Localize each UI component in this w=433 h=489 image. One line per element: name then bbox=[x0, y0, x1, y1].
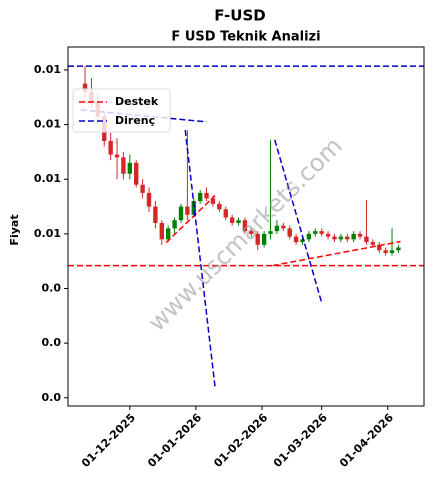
candle-body bbox=[332, 236, 337, 240]
candle-body bbox=[319, 231, 324, 234]
candle-body bbox=[229, 217, 235, 223]
candle-body bbox=[140, 184, 145, 193]
candle-body bbox=[249, 231, 254, 234]
chart-title: F-USD bbox=[214, 7, 265, 25]
candle-body bbox=[377, 244, 382, 251]
candle-body bbox=[159, 222, 164, 240]
candle-body bbox=[108, 140, 113, 155]
candle-body bbox=[197, 192, 203, 202]
candle-body bbox=[242, 220, 248, 232]
candle-body bbox=[204, 192, 209, 199]
candle-body bbox=[389, 250, 395, 254]
candle-body bbox=[217, 203, 222, 210]
candle-body bbox=[351, 233, 356, 240]
y-axis-label: Fiyat bbox=[8, 214, 21, 245]
trend-line bbox=[274, 139, 323, 303]
plot-frame bbox=[67, 46, 425, 407]
candle-body bbox=[364, 236, 369, 243]
trend-line bbox=[272, 240, 401, 267]
y-tick-label: 0.01 bbox=[34, 227, 61, 240]
candle-body bbox=[300, 239, 305, 243]
candle-body bbox=[287, 228, 292, 237]
candle-body bbox=[261, 233, 267, 245]
legend-label: Destek bbox=[115, 95, 159, 108]
candle-body bbox=[370, 242, 376, 245]
legend-label: Direnç bbox=[115, 114, 155, 127]
y-tick-label: 0.01 bbox=[34, 118, 61, 131]
candle-body bbox=[185, 206, 190, 215]
candle-body bbox=[293, 236, 299, 243]
chart-subtitle: F USD Teknik Analizi bbox=[171, 30, 320, 45]
candle-body bbox=[134, 162, 139, 185]
x-tick-label: 01-12-2025 bbox=[79, 411, 138, 470]
x-tick-label: 01-04-2026 bbox=[337, 411, 396, 470]
candle-body bbox=[338, 236, 344, 240]
candle-body bbox=[172, 220, 177, 229]
candle-body bbox=[268, 231, 273, 234]
candle-body bbox=[210, 198, 216, 204]
candle-body bbox=[274, 225, 280, 232]
candle-body bbox=[153, 206, 158, 223]
x-tick-label: 01-02-2026 bbox=[211, 411, 270, 470]
x-tick-label: 01-01-2026 bbox=[145, 411, 204, 470]
trend-line bbox=[184, 129, 216, 388]
candle-body bbox=[191, 201, 196, 215]
candle-body bbox=[345, 236, 350, 240]
candle-body bbox=[325, 233, 331, 237]
candle-body bbox=[82, 83, 88, 92]
candle-body bbox=[396, 247, 401, 251]
candle-body bbox=[313, 231, 318, 234]
y-tick-label: 0.0 bbox=[42, 282, 62, 295]
candle-body bbox=[306, 233, 312, 240]
candle-body bbox=[236, 220, 241, 223]
candle-body bbox=[255, 233, 260, 245]
candle-body bbox=[121, 157, 126, 174]
y-tick-label: 0.01 bbox=[34, 63, 61, 76]
candle-body bbox=[178, 206, 184, 221]
candle-body bbox=[146, 192, 152, 207]
watermark: www.uscmarkets.com bbox=[143, 132, 348, 337]
candle-body bbox=[223, 209, 228, 218]
y-tick-label: 0.0 bbox=[42, 336, 62, 349]
candle-body bbox=[383, 250, 388, 254]
candle-body bbox=[127, 162, 133, 174]
candle-body bbox=[357, 233, 363, 237]
candle-body bbox=[114, 154, 120, 158]
y-tick-label: 0.01 bbox=[34, 172, 61, 185]
trend-line bbox=[165, 195, 216, 244]
x-tick-label: 01-03-2026 bbox=[271, 411, 330, 470]
y-tick-label: 0.0 bbox=[42, 391, 62, 404]
candle-body bbox=[165, 228, 171, 240]
candle-body bbox=[281, 225, 286, 229]
